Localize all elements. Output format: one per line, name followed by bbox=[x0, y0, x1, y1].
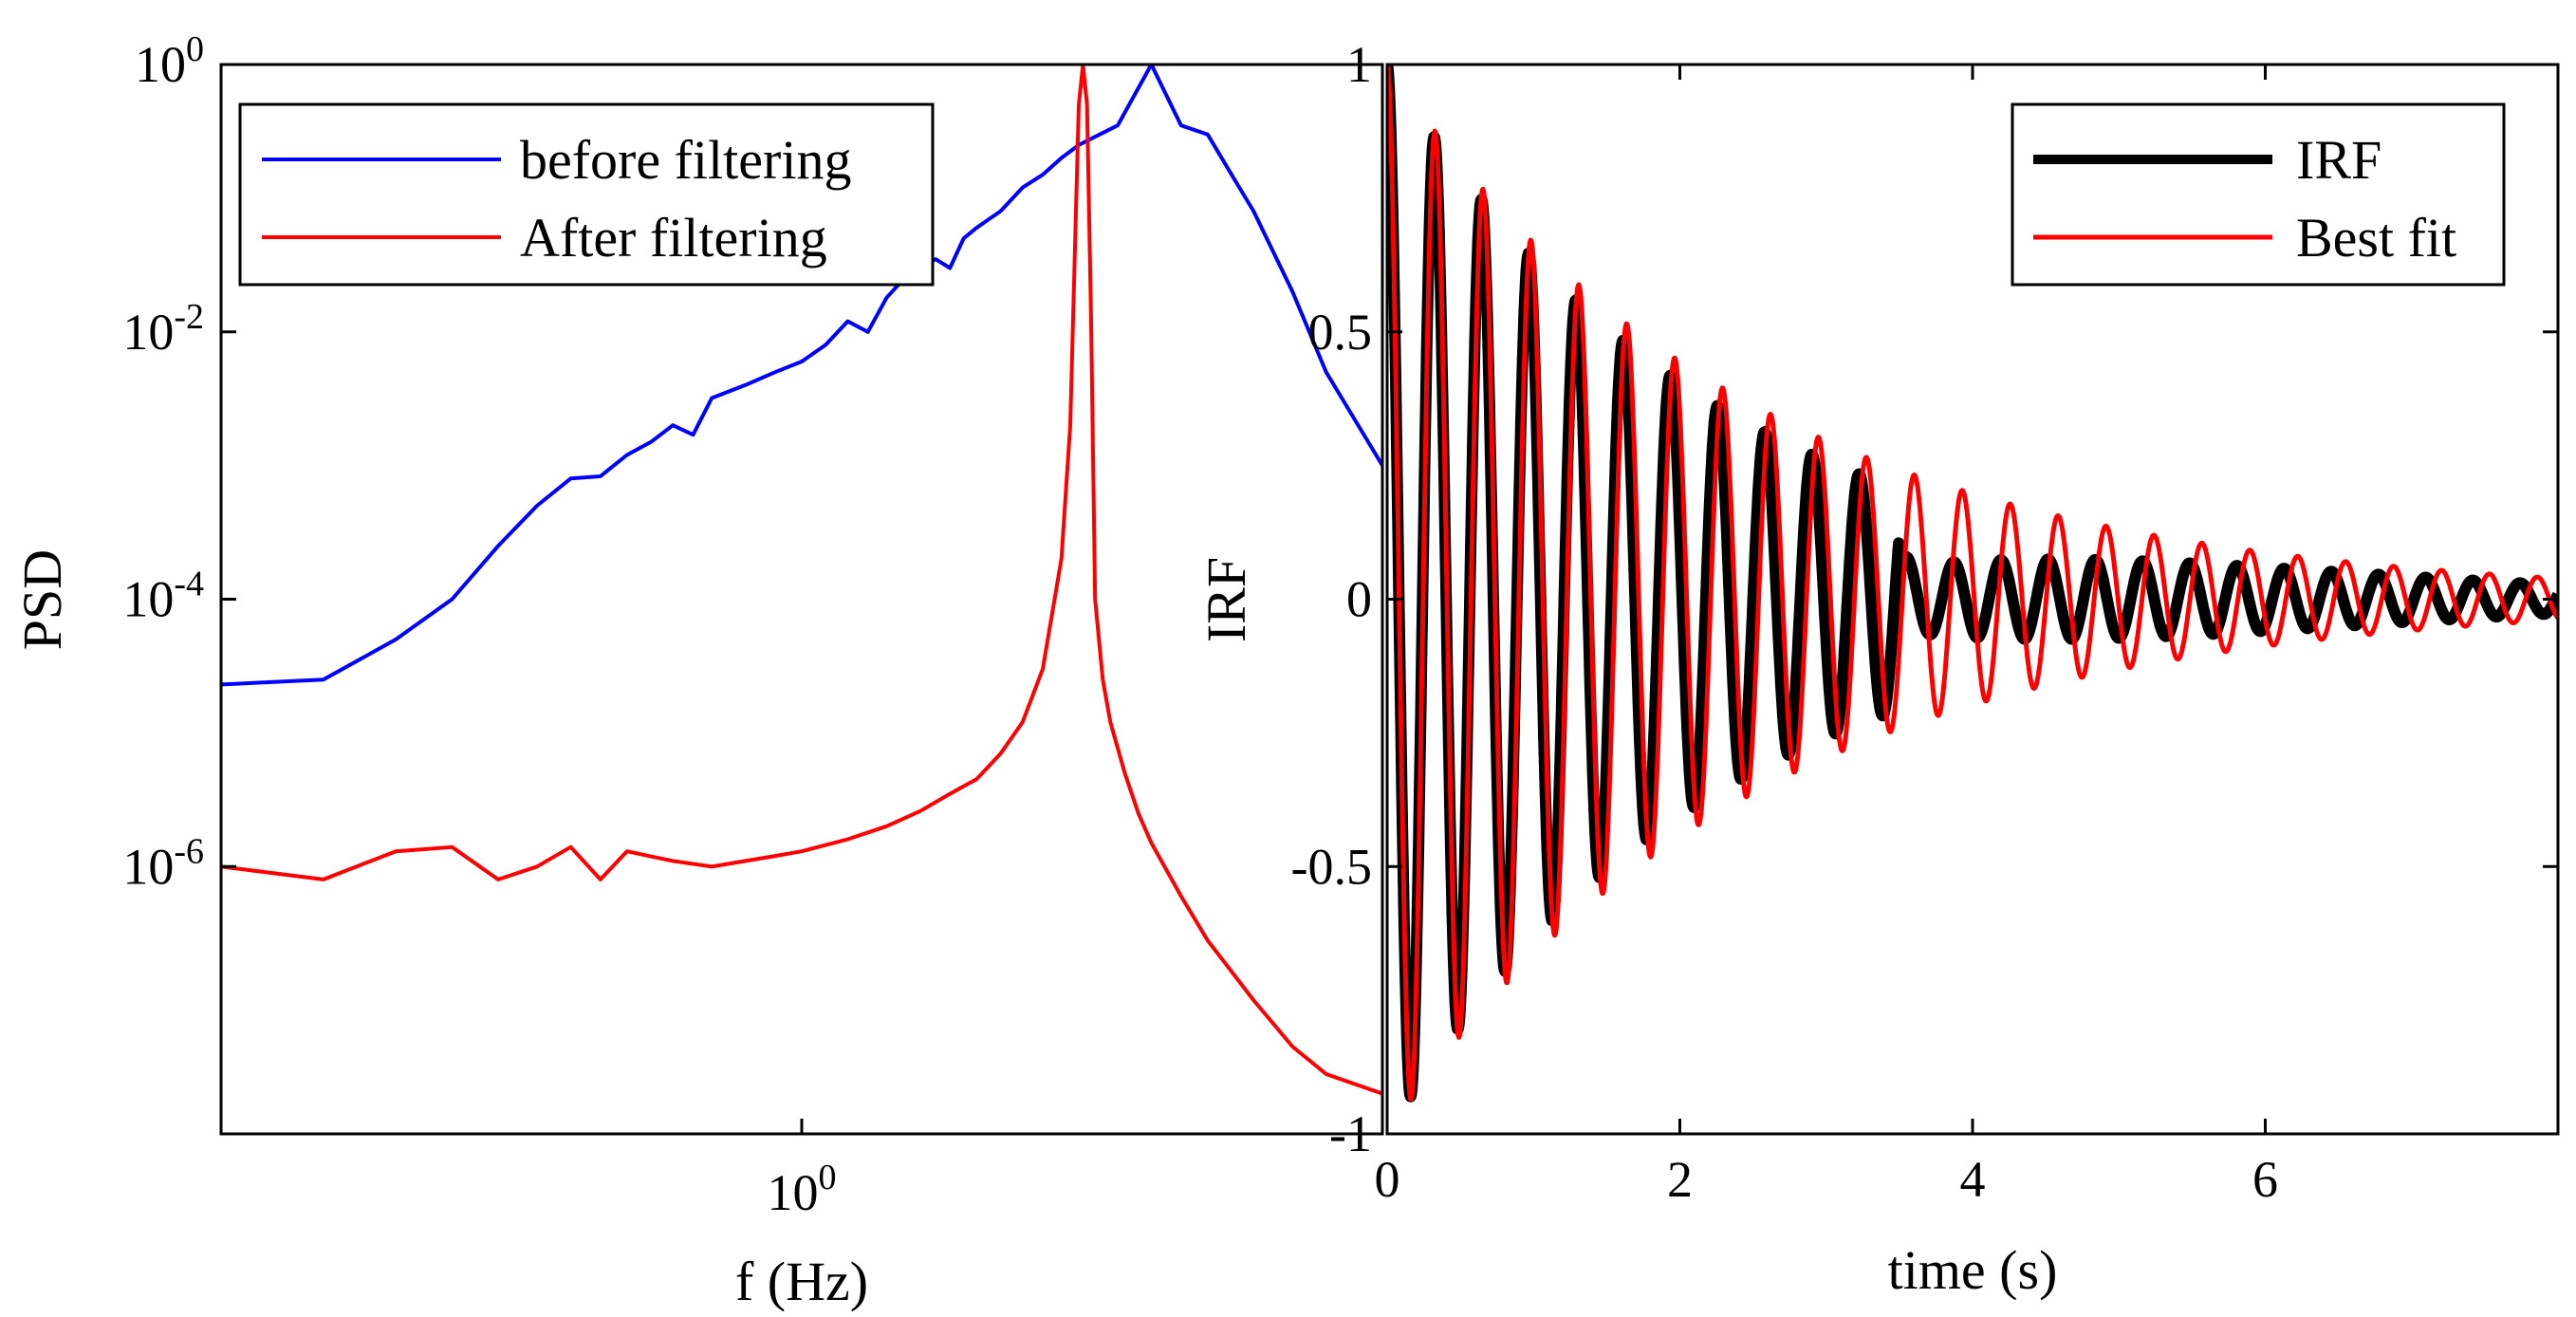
series-before-filtering-line bbox=[221, 65, 1382, 687]
psd-ytick-label: 10-6 bbox=[122, 831, 204, 895]
legend-irf-label: IRF bbox=[2296, 129, 2381, 191]
irf-ytick-label: 0.5 bbox=[1308, 304, 1373, 361]
irf-legend-box bbox=[2011, 102, 2506, 287]
irf-ytick-label: 1 bbox=[1346, 36, 1372, 93]
psd-ytick-label: 10-4 bbox=[122, 565, 204, 628]
irf-ytick-label: -0.5 bbox=[1291, 838, 1372, 895]
psd-legend-box bbox=[238, 102, 935, 287]
legend-before-filtering-label: before filtering bbox=[520, 129, 851, 191]
irf-xtick-label: 6 bbox=[2252, 1151, 2278, 1208]
psd-ytick-label: 100 bbox=[135, 29, 204, 93]
psd-ylabel: PSD bbox=[11, 549, 73, 650]
irf-ytick-label: -1 bbox=[1329, 1105, 1372, 1162]
series-best-fit-line bbox=[1387, 65, 2558, 1102]
irf-ylabel: IRF bbox=[1195, 557, 1257, 642]
irf-ytick-label: 0 bbox=[1346, 571, 1372, 628]
irf-ticks: 10.50-0.5-10 2 4 6 bbox=[1291, 36, 2558, 1208]
psd-legend: before filtering After filtering bbox=[238, 102, 935, 287]
irf-xtick-label: 4 bbox=[1960, 1151, 1986, 1208]
legend-best-fit-label: Best fit bbox=[2296, 207, 2456, 269]
irf-xtick-label: 2 bbox=[1667, 1151, 1693, 1208]
psd-plot-area bbox=[221, 65, 1382, 1096]
psd-xtick-label: 100 bbox=[768, 1158, 837, 1221]
irf-xlabel: time (s) bbox=[1888, 1239, 2058, 1301]
irf-xtick-label: 0 bbox=[1375, 1151, 1400, 1208]
psd-xlabel: f (Hz) bbox=[735, 1251, 868, 1312]
psd-panel: 100 10-2 10-4 10-6 100 before filtering Afte… bbox=[11, 29, 1384, 1312]
series-after-filtering-line bbox=[221, 65, 1382, 1096]
irf-legend: IRF Best fit bbox=[2011, 102, 2506, 287]
legend-after-filtering-label: After filtering bbox=[520, 207, 827, 269]
irf-panel: 10.50-0.5-10 2 4 6 IRF Best fit time (s) IR… bbox=[1195, 36, 2560, 1301]
irf-plot-area bbox=[1387, 65, 2558, 1103]
psd-ytick-label: 10-2 bbox=[122, 297, 204, 361]
psd-ticks: 100 10-2 10-4 10-6 100 bbox=[122, 29, 836, 1221]
